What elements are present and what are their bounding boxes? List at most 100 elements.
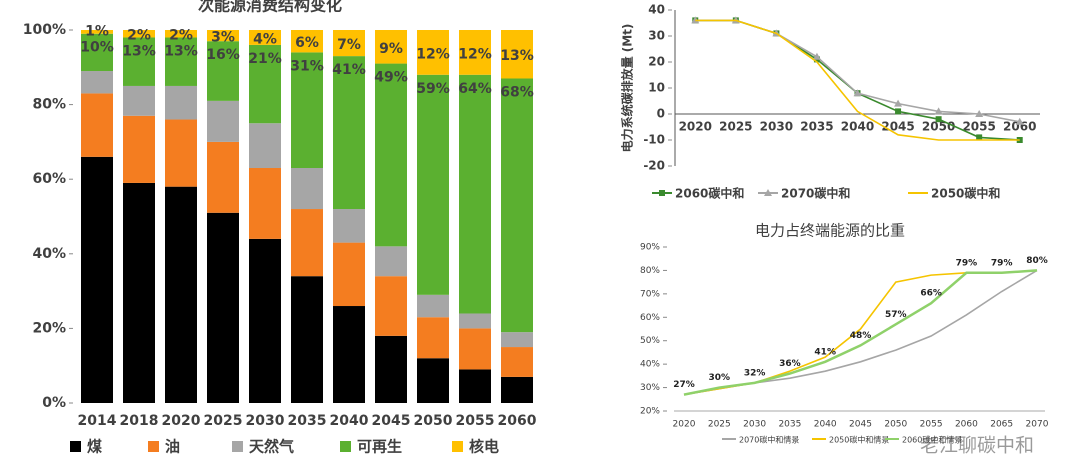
data-label: 12%: [458, 46, 492, 62]
x-tick-label: 2035: [778, 420, 801, 430]
bar-segment: [207, 41, 239, 101]
x-tick-label: 2070: [1026, 420, 1049, 430]
y-tick-label: 100%: [23, 22, 66, 38]
bar-segment: [291, 209, 323, 277]
bar-segment: [123, 37, 155, 86]
bar-segment: [81, 156, 113, 403]
data-label: 10%: [80, 40, 114, 56]
data-label: 4%: [253, 31, 277, 47]
bar-segment: [417, 317, 449, 359]
bar-segment: [375, 63, 407, 247]
y-tick-label: 20%: [640, 407, 660, 417]
legend-label: 2050碳中和情景: [829, 435, 889, 445]
data-label: 7%: [337, 37, 361, 53]
x-tick-label: 2050: [414, 413, 453, 429]
bar-segment: [375, 30, 407, 64]
data-label: 41%: [814, 347, 836, 357]
x-tick-label: 2025: [708, 420, 731, 430]
x-tick-label: 2014: [78, 413, 117, 429]
x-tick-label: 2060: [1003, 120, 1036, 134]
bar-segment: [291, 168, 323, 210]
x-tick-label: 2040: [330, 413, 369, 429]
y-tick-label: 40: [648, 3, 665, 17]
y-tick-label: -20: [643, 159, 665, 173]
legend-swatch: [232, 441, 243, 452]
x-tick-label: 2018: [120, 413, 159, 429]
bar-segment: [123, 85, 155, 116]
y-tick-label: 20: [648, 55, 665, 69]
x-tick-label: 2055: [962, 120, 995, 134]
legend-swatch: [452, 441, 463, 452]
data-label: 9%: [379, 41, 403, 57]
bar-segment: [207, 212, 239, 403]
data-label: 2%: [169, 27, 193, 43]
bar-segment: [123, 115, 155, 183]
marker: [812, 52, 821, 60]
x-tick-label: 2045: [849, 420, 872, 430]
data-label: 79%: [991, 258, 1013, 268]
x-tick-label: 2025: [204, 413, 243, 429]
chart-title: 电力占终端能源的比重: [755, 222, 905, 240]
bar-segment: [81, 30, 113, 34]
y-tick-label: 60%: [32, 171, 66, 187]
chart-title: 次能源消费结构变化: [198, 0, 342, 15]
x-tick-label: 2065: [990, 420, 1013, 430]
bar-segment: [291, 30, 323, 53]
legend-marker: [659, 190, 665, 196]
y-tick-label: 40%: [640, 360, 660, 370]
bar-segment: [249, 30, 281, 45]
y-tick-label: -10: [643, 133, 665, 147]
data-label: 68%: [500, 84, 534, 100]
bar-segment: [207, 100, 239, 142]
bar-segment: [165, 30, 197, 38]
series-line: [683, 269, 1038, 396]
data-label: 49%: [374, 70, 408, 86]
bar-segment: [291, 276, 323, 403]
y-tick-label: 80%: [640, 266, 660, 276]
y-tick-label: 80%: [32, 97, 66, 113]
y-tick-label: 0: [657, 107, 665, 121]
y-tick-label: 30: [648, 29, 665, 43]
legend-label: 2050碳中和: [931, 186, 1000, 201]
x-tick-label: 2040: [841, 120, 874, 134]
data-label: 30%: [709, 373, 731, 383]
bar-segment: [417, 74, 449, 295]
bar-segment: [165, 37, 197, 86]
bar-segment: [459, 313, 491, 329]
marker: [975, 110, 984, 117]
data-label: 66%: [920, 289, 942, 299]
data-label: 13%: [500, 48, 534, 64]
marker: [976, 134, 983, 141]
legend-label: 煤: [87, 438, 102, 456]
data-label: 79%: [956, 258, 978, 268]
legend-label: 2060碳中和: [675, 186, 744, 201]
bar-segment: [501, 332, 533, 348]
marker: [894, 99, 903, 107]
bar-segment: [375, 246, 407, 277]
bar-segment: [81, 33, 113, 72]
bar-segment: [249, 123, 281, 169]
data-label: 41%: [332, 62, 366, 78]
y-tick-label: 60%: [640, 313, 660, 323]
bar-segment: [333, 56, 365, 210]
legend-swatch: [70, 441, 81, 452]
bar-segment: [417, 30, 449, 75]
y-axis-title: 电力系统碳排放量 (Mt): [620, 24, 635, 153]
x-tick-label: 2020: [162, 413, 201, 429]
data-label: 12%: [416, 46, 450, 62]
x-tick-label: 2060: [955, 420, 978, 430]
data-label: 36%: [779, 359, 801, 369]
bar-segment: [501, 78, 533, 333]
bar-segment: [165, 186, 197, 403]
legend-label: 核电: [469, 438, 499, 456]
data-label: 32%: [744, 368, 766, 378]
x-tick-label: 2055: [456, 413, 495, 429]
marker: [853, 89, 862, 97]
x-tick-label: 2020: [673, 420, 696, 430]
bar-segment: [81, 93, 113, 157]
legend-marker: [764, 189, 772, 196]
y-tick-label: 10: [648, 81, 665, 95]
x-tick-label: 2035: [288, 413, 327, 429]
bar-segment: [333, 242, 365, 307]
